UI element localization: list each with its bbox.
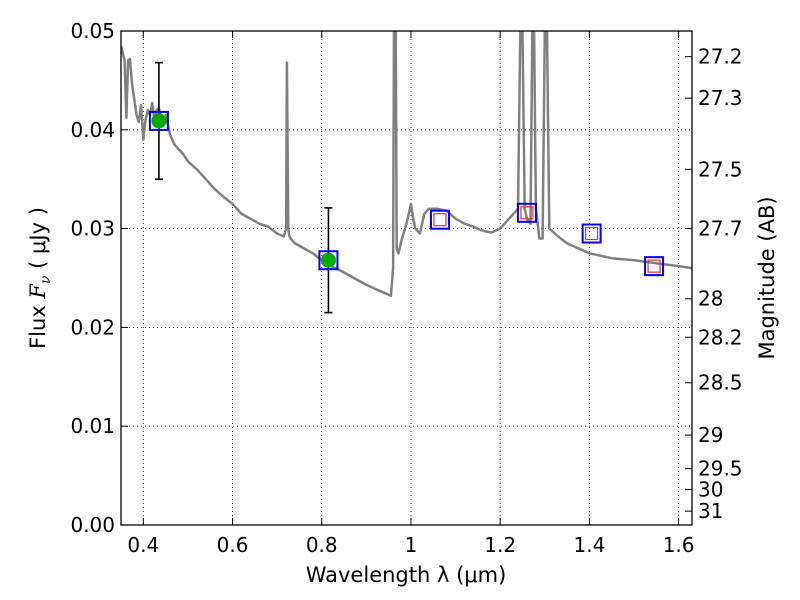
x-tick-label: 1.4 bbox=[573, 533, 605, 557]
y-tick-label: 0.00 bbox=[70, 513, 115, 537]
model-point-box bbox=[516, 202, 537, 223]
x-tick-label: 1.2 bbox=[484, 533, 516, 557]
x-tick-label: 0.6 bbox=[217, 533, 249, 557]
model-point-marker bbox=[585, 226, 599, 241]
mag-tick-label: 28 bbox=[698, 287, 723, 311]
mag-tick-label: 27.5 bbox=[698, 157, 743, 181]
y-tick-label: 0.03 bbox=[70, 217, 115, 241]
mag-tick-label: 28.5 bbox=[698, 371, 743, 395]
mag-tick-label: 27.3 bbox=[698, 86, 743, 110]
model-point-marker bbox=[433, 213, 447, 227]
x-tick-label: 0.8 bbox=[306, 533, 338, 557]
x-tick-label: 1.6 bbox=[663, 533, 695, 557]
x-tick-label: 1 bbox=[405, 533, 418, 557]
y-tick-label: 0.05 bbox=[70, 19, 115, 43]
y-tick-label: 0.01 bbox=[70, 414, 115, 438]
y-label-unit: ( μJy ) bbox=[26, 207, 50, 275]
mag-tick-label: 29.5 bbox=[698, 457, 743, 481]
mag-tick-label: 29 bbox=[698, 423, 723, 447]
x-tick-label: 0.4 bbox=[127, 533, 159, 557]
y-label-symbol: F bbox=[26, 283, 50, 300]
model-point-box bbox=[429, 209, 450, 230]
y-axis-label-right: Magnitude (AB) bbox=[755, 196, 779, 359]
photometry-box bbox=[148, 110, 169, 131]
model-point-marker bbox=[647, 259, 661, 273]
ticks-layer: 0.4 0.6 0.8 1 1.2 1.4 1.6 0.00 0.01 0.02 0.03 0.04 0… bbox=[70, 19, 742, 557]
photometry-point bbox=[320, 252, 336, 268]
photometry-box bbox=[318, 250, 339, 271]
plot-frame bbox=[120, 30, 693, 526]
mag-tick-label: 27.7 bbox=[698, 217, 743, 241]
model-point-box bbox=[644, 256, 665, 277]
y-label-prefix: Flux bbox=[26, 299, 50, 349]
mag-tick-label: 30 bbox=[698, 477, 723, 501]
mag-tick-label: 27.2 bbox=[698, 45, 743, 69]
y-tick-label: 0.04 bbox=[70, 118, 115, 142]
mag-tick-label: 31 bbox=[698, 499, 723, 523]
y-tick-label: 0.02 bbox=[70, 315, 115, 339]
photometry-point bbox=[151, 113, 167, 129]
mag-tick-label: 28.2 bbox=[698, 325, 743, 349]
model-point-box bbox=[581, 223, 602, 244]
y-axis-label-left: Flux Fν ( μJy ) bbox=[26, 207, 54, 349]
x-axis-label: Wavelength λ (μm) bbox=[306, 563, 507, 587]
markers-layer bbox=[148, 61, 665, 314]
model-point-marker bbox=[520, 206, 534, 220]
y-label-subscript: ν bbox=[38, 275, 54, 284]
